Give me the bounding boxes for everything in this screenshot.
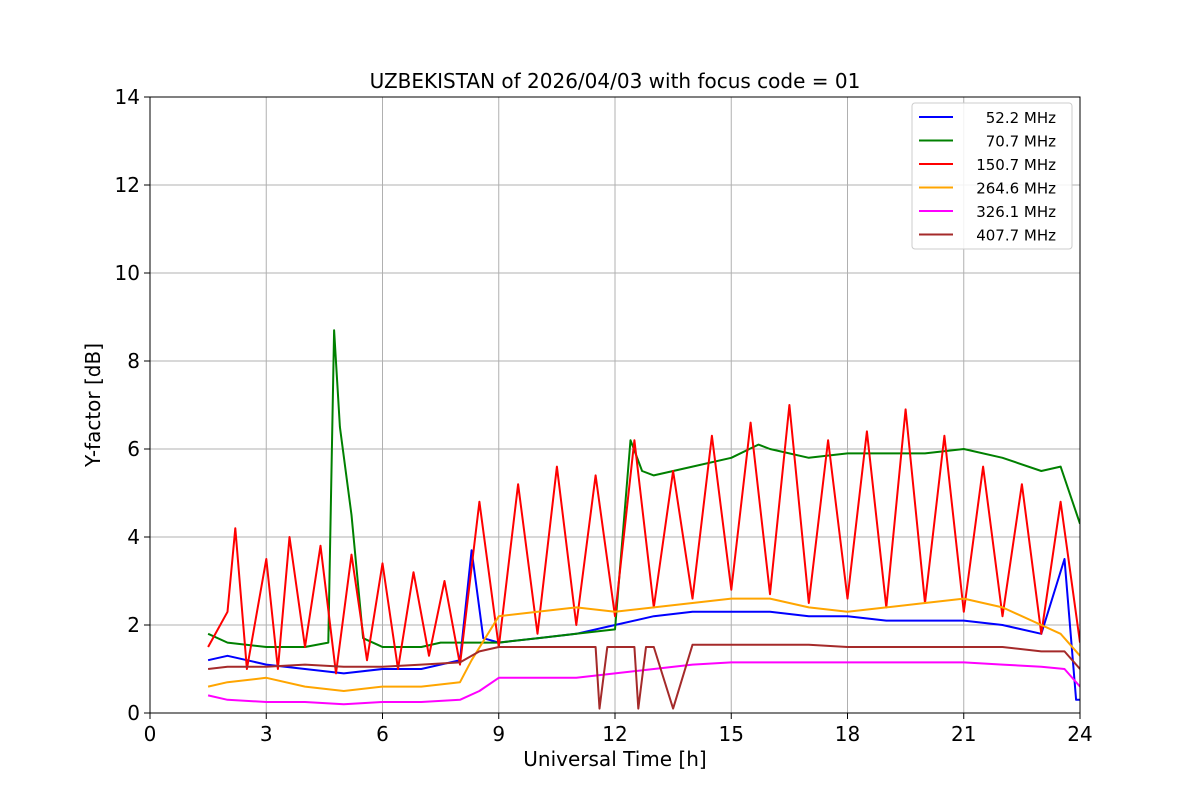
y-tick-label: 6 (127, 437, 140, 461)
x-tick-label: 15 (719, 722, 744, 746)
series-line-1 (207, 329, 1080, 648)
x-tick-label: 3 (260, 722, 273, 746)
plot-area (207, 329, 1080, 710)
legend-label: 326.1 MHz (976, 203, 1056, 221)
series-line-4 (207, 661, 1080, 706)
y-tick-label: 12 (115, 173, 140, 197)
y-axis: 0 2 4 6 8 10 12 14 (115, 85, 150, 725)
chart-title: UZBEKISTAN of 2026/04/03 with focus code… (370, 69, 861, 93)
series-line-3 (207, 597, 1080, 692)
x-tick-label: 18 (835, 722, 860, 746)
x-axis-label: Universal Time [h] (523, 747, 706, 771)
legend-label: 70.7 MHz (986, 133, 1056, 151)
series-line-0 (207, 549, 1080, 701)
x-tick-label: 12 (602, 722, 627, 746)
x-tick-label: 6 (376, 722, 389, 746)
x-tick-label: 0 (144, 722, 157, 746)
y-axis-label: Y-factor [dB] (81, 343, 105, 468)
y-tick-label: 10 (115, 261, 140, 285)
y-tick-label: 2 (127, 613, 140, 637)
series-line-5 (207, 643, 1080, 710)
x-tick-label: 24 (1067, 722, 1092, 746)
legend: 52.2 MHz 70.7 MHz 150.7 MHz 264.6 MHz 326.1 … (911, 102, 1073, 250)
y-tick-label: 14 (115, 85, 140, 109)
series-layer (207, 329, 1080, 710)
series-line-2 (207, 404, 1080, 675)
x-tick-label: 9 (492, 722, 505, 746)
x-axis: 0 3 6 9 12 15 18 21 24 (144, 713, 1093, 746)
y-tick-label: 4 (127, 525, 140, 549)
legend-label: 52.2 MHz (986, 109, 1056, 127)
legend-label: 264.6 MHz (976, 180, 1056, 198)
y-tick-label: 0 (127, 701, 140, 725)
y-tick-label: 8 (127, 349, 140, 373)
legend-label: 407.7 MHz (976, 227, 1056, 245)
legend-label: 150.7 MHz (976, 156, 1056, 174)
x-tick-label: 21 (951, 722, 976, 746)
